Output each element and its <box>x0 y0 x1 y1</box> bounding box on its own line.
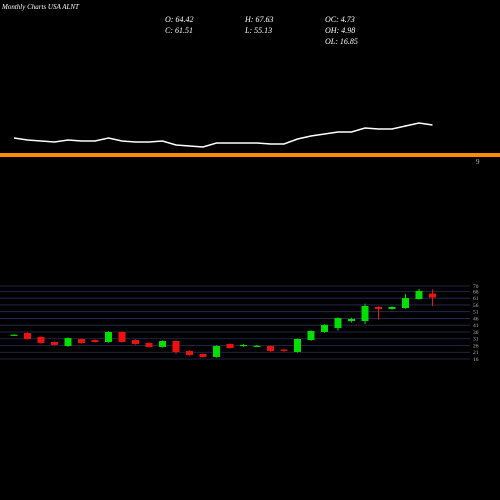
candle-body <box>105 331 112 342</box>
y-tick-label: 16 <box>473 357 479 363</box>
y-tick-label: 51 <box>473 310 479 316</box>
candle-body <box>415 291 423 299</box>
candle-body <box>388 306 396 309</box>
y-tick-label: 56 <box>473 303 479 309</box>
candle-body <box>267 346 274 352</box>
candle-body <box>118 331 126 342</box>
candle-body <box>321 324 328 332</box>
candle-body <box>64 338 72 347</box>
stat-label: C: 61.51 <box>165 26 193 35</box>
orange-band <box>0 153 500 157</box>
candle-body <box>402 298 409 309</box>
candle-body <box>226 343 234 349</box>
y-tick-label: 46 <box>473 316 479 322</box>
candle-body <box>213 346 220 357</box>
candle-body <box>253 345 261 347</box>
y-tick-label: 61 <box>473 296 479 302</box>
stat-label: O: 64.42 <box>165 15 193 24</box>
candle-body <box>78 338 85 344</box>
candle-body <box>24 333 31 339</box>
price-line <box>13 122 433 148</box>
candle-body <box>294 338 301 352</box>
candle-body <box>51 341 58 345</box>
candle-body <box>172 341 180 352</box>
candle-body <box>37 336 45 344</box>
candle-body <box>10 334 18 336</box>
y-tick-label: 31 <box>473 337 479 343</box>
stat-label: L: 55.13 <box>244 26 272 35</box>
stat-label: OC: 4.73 <box>325 15 355 24</box>
candle-body <box>132 340 139 344</box>
candle-body <box>186 351 193 355</box>
stat-label: OH: 4.98 <box>325 26 355 35</box>
stat-label: H: 67.63 <box>244 15 273 24</box>
candle-body <box>91 340 99 342</box>
candle-body <box>240 344 247 347</box>
y-tick-label: 70 <box>473 284 479 290</box>
y-tick-label: 36 <box>473 330 479 336</box>
candle-body <box>280 349 288 351</box>
candle-body <box>199 353 207 357</box>
candle-body <box>361 306 369 322</box>
y-tick-label: 21 <box>473 350 479 356</box>
stat-label: OL: 16.85 <box>325 37 358 46</box>
y-tick-label: 26 <box>473 343 479 349</box>
candle-body <box>348 318 355 322</box>
candle-body <box>145 343 153 347</box>
band-label: 9 <box>476 158 480 166</box>
y-tick-label: 41 <box>473 323 479 329</box>
chart-title: Monthly Charts USA ALNT <box>1 3 80 11</box>
y-tick-label: 66 <box>473 289 479 295</box>
candle-body <box>334 318 342 329</box>
candle-body <box>375 306 382 309</box>
candle-body <box>429 293 436 298</box>
candle-body <box>307 331 315 341</box>
candle-body <box>159 341 166 347</box>
